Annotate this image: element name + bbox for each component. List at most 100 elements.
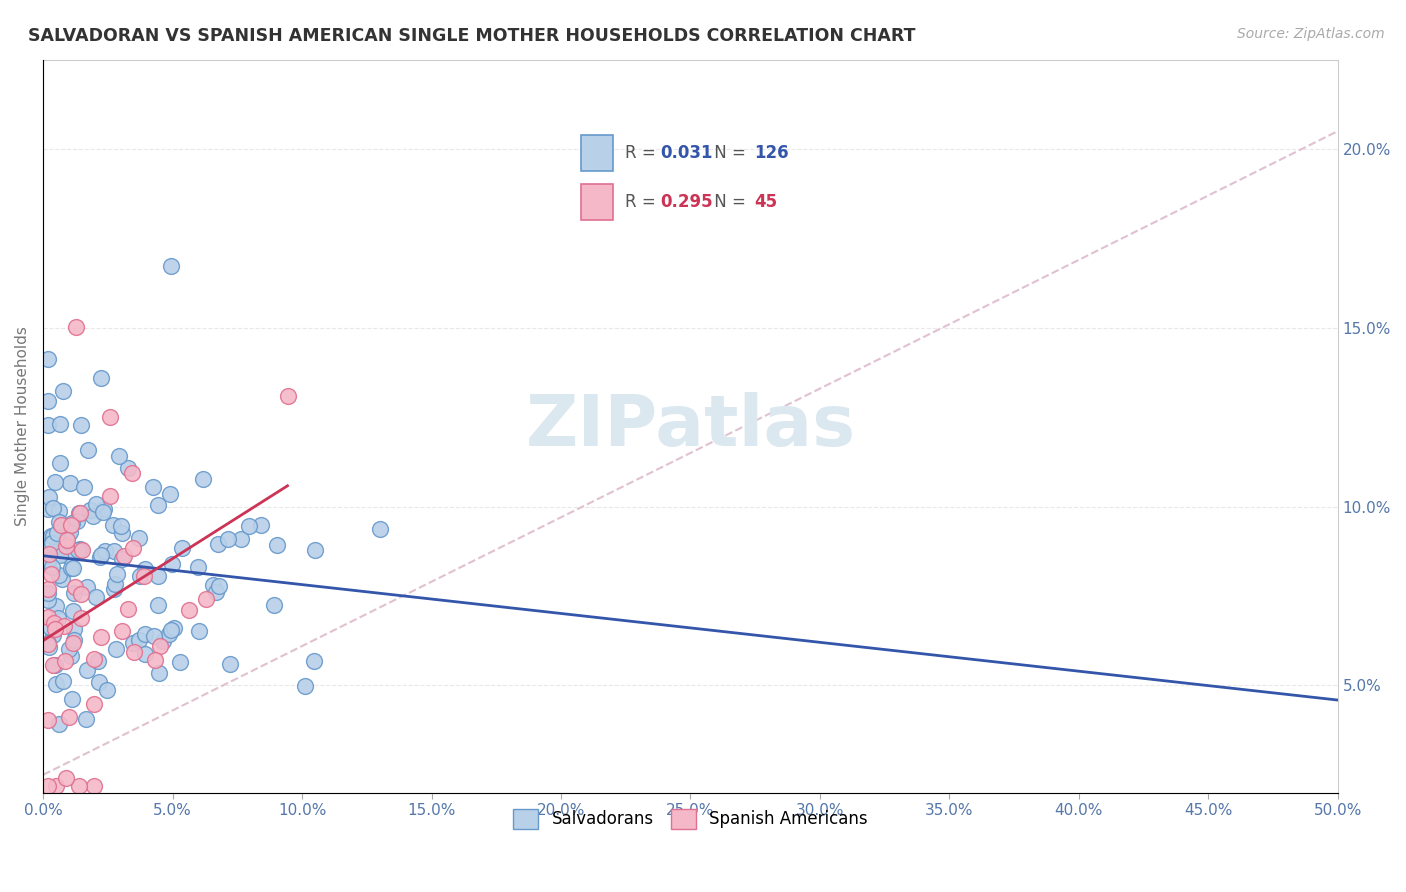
Point [191, 471, 214, 485]
Point [101, 517, 124, 532]
Point [37, 394, 59, 409]
Point [63, 580, 86, 594]
Point [65, 319, 87, 334]
Point [46, 610, 69, 624]
Point [177, 603, 200, 617]
Point [134, 627, 156, 641]
Point [70, 611, 93, 625]
Point [93, 502, 115, 516]
Point [45, 677, 67, 691]
Point [51, 572, 73, 586]
Point [70, 418, 93, 433]
Point [93, 505, 115, 519]
Point [38, 540, 60, 554]
Point [37, 593, 59, 607]
Point [134, 562, 156, 576]
Point [56, 528, 79, 542]
Point [49, 548, 72, 562]
Point [304, 654, 326, 668]
Text: 45: 45 [754, 193, 778, 211]
Point [143, 629, 166, 643]
Point [37, 543, 59, 558]
Point [73, 480, 96, 494]
Point [146, 498, 169, 512]
Point [56, 533, 79, 548]
Point [48, 515, 70, 529]
Point [111, 624, 134, 638]
Point [205, 585, 228, 599]
Point [62, 561, 84, 575]
Point [59, 541, 82, 556]
Point [42, 529, 65, 543]
Point [44, 475, 66, 489]
Text: 0.031: 0.031 [661, 144, 713, 162]
Point [134, 647, 156, 661]
Point [117, 460, 139, 475]
Point [39, 620, 62, 634]
Point [55, 548, 77, 562]
Point [55, 522, 77, 536]
Point [304, 543, 326, 558]
Point [62, 636, 84, 650]
Point [105, 566, 128, 581]
Point [75, 712, 97, 726]
Point [44, 622, 66, 636]
Point [117, 602, 139, 616]
Point [45, 599, 67, 613]
Text: 126: 126 [754, 144, 789, 162]
Point [70, 587, 93, 601]
Point [67, 779, 90, 793]
Point [90, 548, 112, 562]
Point [231, 533, 253, 547]
FancyBboxPatch shape [581, 135, 613, 171]
Point [58, 709, 80, 723]
Point [69, 541, 91, 556]
Point [69, 506, 91, 520]
Point [60, 517, 83, 532]
Point [39, 529, 62, 543]
Point [53, 654, 76, 668]
Y-axis label: Single Mother Households: Single Mother Households [15, 326, 30, 526]
Point [59, 475, 82, 490]
Point [60, 516, 83, 531]
Point [37, 352, 59, 367]
Point [37, 552, 59, 566]
Point [160, 557, 183, 571]
Point [187, 560, 209, 574]
Point [60, 560, 83, 574]
Point [76, 580, 98, 594]
Point [66, 514, 89, 528]
Point [37, 582, 59, 596]
Point [169, 656, 191, 670]
Point [45, 525, 67, 540]
Point [90, 370, 112, 384]
Point [52, 674, 75, 689]
Point [98, 410, 121, 425]
Point [52, 618, 75, 632]
Point [121, 466, 143, 480]
Point [217, 532, 239, 546]
Point [42, 616, 65, 631]
Point [37, 558, 59, 573]
Point [194, 591, 217, 606]
Point [266, 538, 288, 552]
Point [121, 635, 143, 649]
Point [238, 518, 260, 533]
Point [55, 539, 77, 553]
Point [89, 674, 111, 689]
Point [163, 621, 186, 635]
Point [38, 547, 60, 561]
Point [207, 537, 229, 551]
Point [148, 666, 170, 681]
Point [188, 624, 211, 639]
Point [48, 568, 70, 582]
Point [49, 417, 72, 431]
Text: Source: ZipAtlas.com: Source: ZipAtlas.com [1237, 27, 1385, 41]
Point [143, 653, 166, 667]
Point [160, 259, 183, 273]
Point [60, 648, 83, 663]
Point [89, 549, 111, 564]
Point [114, 549, 136, 563]
Point [83, 652, 105, 666]
Point [37, 637, 59, 651]
